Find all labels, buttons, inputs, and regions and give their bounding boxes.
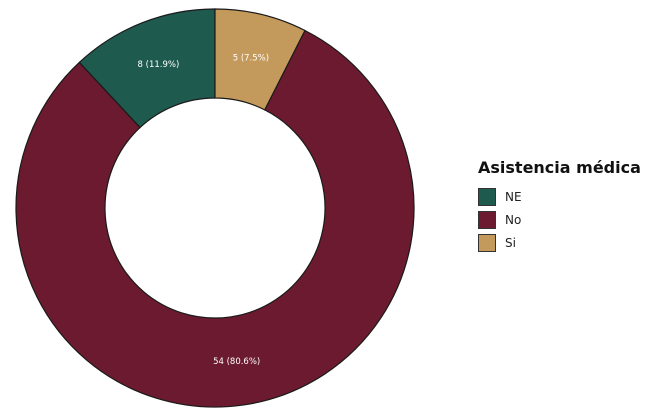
legend-label: Si — [505, 235, 516, 250]
legend-label: No — [505, 212, 522, 227]
legend-swatch — [478, 233, 496, 252]
slice-si — [214, 8, 306, 111]
legend-label: NE — [505, 189, 522, 204]
legend-item-ne: NE — [478, 185, 641, 208]
legend-swatch — [478, 187, 496, 206]
legend-swatch — [478, 210, 496, 229]
legend: Asistencia médica NE No Si — [478, 158, 641, 254]
legend-title: Asistencia médica — [478, 158, 641, 177]
legend-items: NE No Si — [478, 185, 641, 254]
legend-item-si: Si — [478, 231, 641, 254]
slice-labels: 8 (11.9%) 54 (80.6%) 5 (7.5%) — [138, 54, 270, 367]
slice-label-no: 54 (80.6%) — [213, 357, 260, 367]
slice-no — [15, 29, 415, 408]
donut-slices — [15, 8, 415, 408]
slice-label-ne: 8 (11.9%) — [138, 60, 180, 70]
legend-item-no: No — [478, 208, 641, 231]
slice-label-si: 5 (7.5%) — [233, 54, 269, 64]
